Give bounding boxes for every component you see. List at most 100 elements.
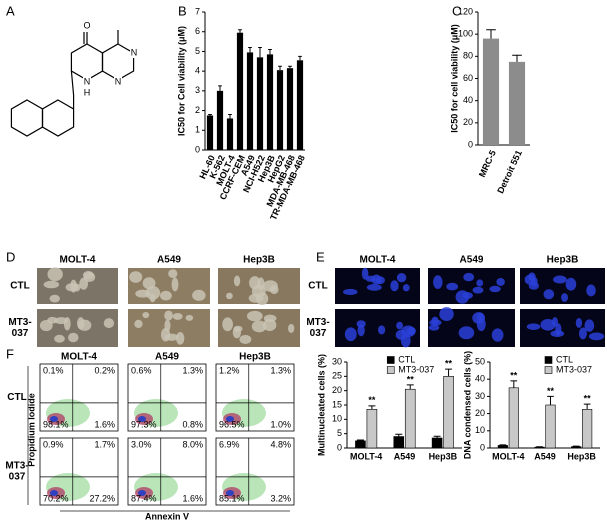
cell (586, 284, 596, 297)
column-header: A549 (155, 352, 179, 363)
column-header: MOLT-4 (61, 352, 97, 363)
x-tick-label: Hep3B (567, 451, 596, 461)
column-header: A549 (460, 255, 484, 266)
cell (164, 310, 173, 321)
cell (446, 282, 459, 291)
bar (276, 70, 284, 150)
row-label: MT3- (5, 461, 28, 472)
y-axis-label: IC50 for cell viability (μM) (449, 24, 459, 133)
cell (396, 272, 407, 283)
y-tick-label: 10 (475, 425, 485, 435)
y-tick-label: 60 (463, 73, 473, 83)
cell (134, 319, 143, 329)
y-tick-label: 100 (458, 29, 473, 39)
x-tick-label: MOLT-4 (350, 451, 382, 461)
cell (192, 289, 206, 301)
error-bar (406, 384, 414, 390)
error-bar (208, 114, 212, 116)
bar (296, 60, 304, 150)
x-axis-label: Annexin V (145, 511, 189, 521)
cell (54, 334, 65, 343)
significance: ** (407, 374, 415, 384)
quadrant-percent: 3.2% (270, 493, 291, 503)
y-axis-label: Multinucleated cells (%) (316, 354, 326, 456)
quadrant-percent: 85.1% (219, 493, 245, 503)
bar (508, 387, 519, 449)
error-bar (510, 380, 518, 388)
column-header: Hep3B (547, 255, 579, 266)
cell (142, 311, 150, 319)
bar (404, 388, 416, 449)
error-bar (583, 403, 591, 410)
cell (356, 320, 366, 328)
y-axis-label: IC50 for Cell viability (μM) (176, 26, 186, 136)
error-bar (248, 46, 252, 53)
row-label: CTL (10, 281, 29, 292)
quadrant-percent: 1.0% (270, 419, 291, 429)
legend-label: CTL (398, 354, 415, 364)
y-tick-label: 40 (475, 374, 485, 384)
cell (39, 319, 53, 332)
bar (482, 38, 500, 145)
cell (176, 332, 185, 345)
y-tick-label: 0 (337, 442, 342, 452)
cell (578, 327, 587, 340)
cell (366, 283, 382, 291)
y-tick-label: 15 (332, 399, 342, 409)
cell (103, 318, 115, 329)
significance: ** (510, 370, 518, 380)
error-bar (258, 46, 262, 58)
y-tick-label: 1 (195, 125, 200, 135)
cell (375, 276, 385, 285)
error-bar (395, 433, 403, 437)
cell (543, 289, 555, 300)
column-header: MOLT-4 (60, 255, 96, 266)
event-core (138, 490, 146, 496)
ring (10, 99, 44, 137)
event-core (226, 490, 234, 496)
cell (476, 279, 484, 287)
cell (528, 282, 539, 290)
atom-bg (83, 77, 91, 87)
atom-label: H (84, 87, 91, 97)
x-tick-label: Hep3B (429, 451, 458, 461)
cell (565, 277, 577, 291)
bar (256, 57, 264, 150)
cell (343, 288, 358, 296)
cell (458, 326, 475, 340)
cell (553, 275, 567, 284)
quadrant-percent: 4.8% (270, 439, 291, 449)
panel-label: D (6, 249, 15, 264)
quadrant-percent: 8.0% (182, 439, 203, 449)
cell (472, 312, 486, 324)
legend-label: CTL (556, 354, 573, 364)
atom-label: N (131, 47, 138, 57)
cell (463, 272, 475, 282)
cell (232, 326, 242, 339)
cell (262, 280, 278, 292)
bar (236, 32, 244, 151)
y-tick-label: 5 (195, 46, 200, 56)
bar (571, 446, 582, 449)
cell (431, 316, 439, 326)
atom-bg (83, 21, 91, 31)
quadrant-percent: 0.9% (43, 439, 64, 449)
cell (145, 286, 161, 300)
cell (575, 317, 583, 328)
panel-label: E (316, 249, 325, 264)
y-axis-label: DNA condensed cells (%) (462, 351, 472, 459)
legend-swatch (544, 356, 553, 364)
quadrant-percent: 1.2% (219, 365, 240, 375)
y-tick-label: 10 (332, 414, 342, 424)
cell (402, 284, 410, 292)
quadrant-percent: 1.3% (270, 365, 291, 375)
atom-bg (114, 77, 122, 87)
bar (226, 118, 234, 150)
quadrant-percent: 87.4% (131, 493, 157, 503)
y-tick-label: 20 (332, 385, 342, 395)
error-bar (445, 368, 453, 377)
cell (439, 307, 454, 322)
cell (149, 293, 156, 303)
y-tick-label: 3 (195, 85, 200, 95)
